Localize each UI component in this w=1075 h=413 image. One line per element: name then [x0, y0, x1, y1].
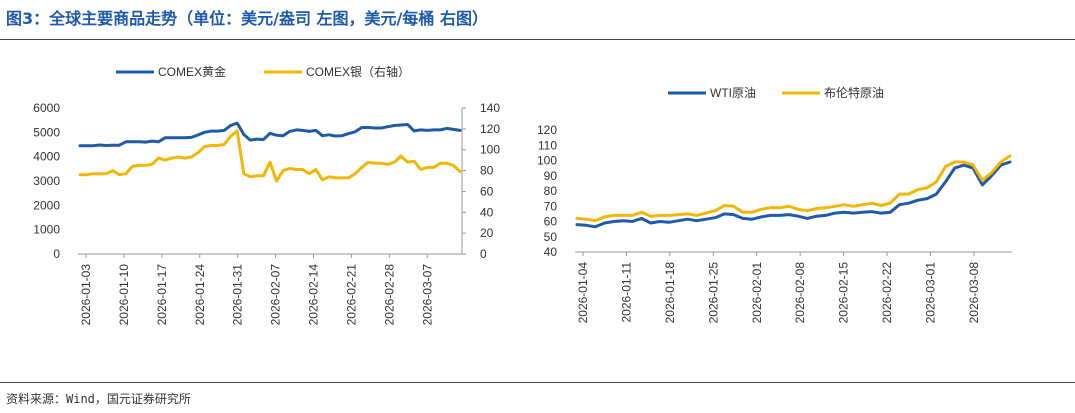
y-tick-label: 110: [538, 138, 557, 152]
y-right-tick-label: 140: [480, 101, 500, 115]
wti-series-line: [575, 160, 1012, 229]
y-right-tick-label: 0: [480, 247, 487, 261]
x-tick-label: 2026-02-07: [269, 264, 283, 326]
y-right-tick-label: 100: [480, 143, 500, 157]
y-right-tick-label: 40: [480, 205, 494, 219]
y-left-tick-label: 4000: [33, 150, 60, 164]
x-tick-label: 2026-03-07: [420, 264, 434, 326]
x-tick-label: 2026-01-04: [576, 262, 590, 324]
x-tick-label: 2026-01-24: [193, 264, 207, 326]
figure-title: 图3：全球主要商品走势（单位：美元/盎司 左图，美元/每桶 右图）: [6, 9, 488, 28]
y-left-tick-label: 2000: [33, 198, 60, 212]
gold-series-line: [78, 121, 462, 148]
x-tick-label: 2026-02-08: [793, 262, 807, 324]
x-tick-label: 2026-01-25: [706, 262, 720, 324]
y-tick-label: 40: [544, 245, 558, 259]
bottom-divider: [0, 382, 1075, 383]
x-tick-label: 2026-01-10: [117, 264, 131, 326]
x-tick-label: 2026-02-15: [837, 262, 851, 324]
y-left-tick-label: 5000: [33, 125, 60, 139]
y-left-tick-label: 0: [53, 247, 60, 261]
legend-label: COMEX银（右轴）: [306, 64, 410, 79]
x-tick-label: 2026-02-21: [344, 264, 358, 326]
x-tick-label: 2026-02-22: [880, 262, 894, 324]
x-tick-label: 2026-02-28: [382, 264, 396, 326]
x-tick-label: 2026-02-01: [750, 262, 764, 324]
legend-label: WTI原油: [710, 86, 756, 100]
y-left-tick-label: 3000: [33, 174, 60, 188]
x-tick-label: 2026-01-03: [79, 264, 93, 326]
x-tick-label: 2026-01-31: [231, 264, 245, 326]
y-tick-label: 120: [537, 123, 557, 137]
legend-label: COMEX黄金: [158, 64, 226, 79]
y-left-tick-label: 6000: [33, 101, 60, 115]
x-tick-label: 2026-03-08: [967, 262, 981, 324]
x-tick-label: 2026-01-18: [663, 262, 677, 324]
x-tick-label: 2026-03-01: [924, 262, 938, 324]
x-tick-label: 2026-02-14: [307, 264, 321, 326]
y-tick-label: 80: [544, 184, 558, 198]
y-tick-label: 100: [537, 154, 557, 168]
legend-label: 布伦特原油: [824, 85, 884, 100]
y-left-tick-label: 1000: [33, 223, 60, 237]
y-tick-label: 90: [544, 169, 558, 183]
y-right-tick-label: 60: [480, 184, 494, 198]
x-tick-label: 2026-01-17: [155, 264, 169, 326]
silver-series-line: [78, 129, 462, 183]
source-note: 资料来源：Wind，国元证券研究所: [6, 392, 191, 406]
y-tick-label: 70: [544, 199, 558, 213]
x-tick-label: 2026-01-11: [619, 262, 633, 323]
y-right-tick-label: 20: [480, 226, 494, 240]
y-tick-label: 50: [544, 230, 558, 244]
brent-series-line: [575, 154, 1012, 223]
y-right-tick-label: 80: [480, 164, 494, 178]
y-right-tick-label: 120: [480, 122, 500, 136]
y-tick-label: 60: [544, 215, 558, 229]
top-divider: [0, 39, 1075, 40]
